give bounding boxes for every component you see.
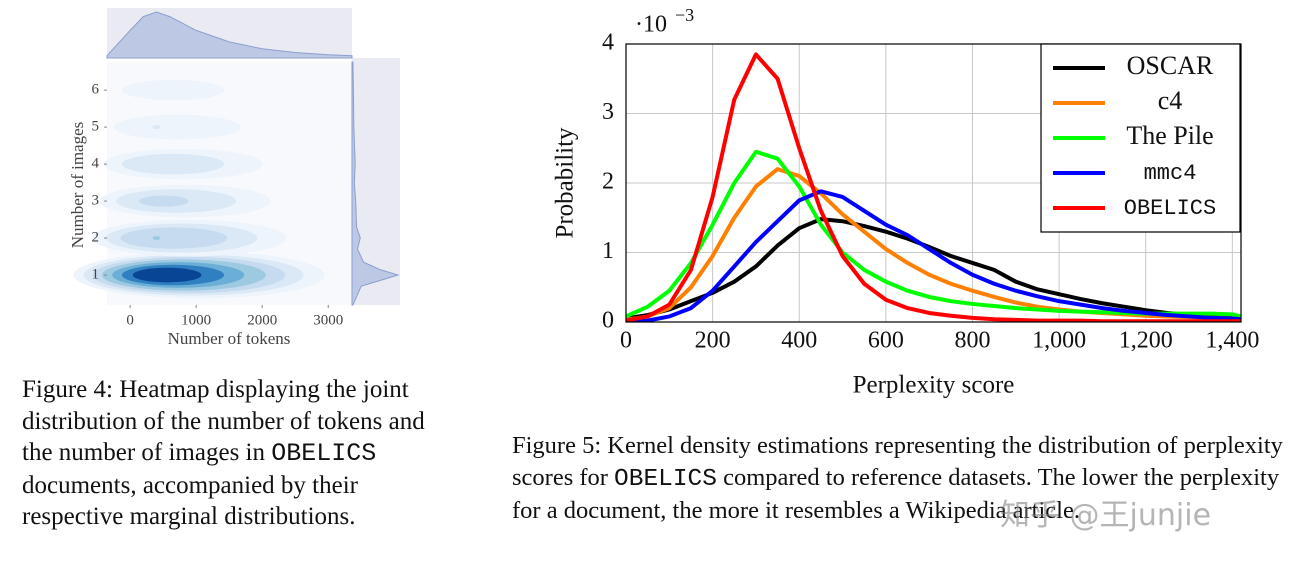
- y-tick-label: 6: [92, 82, 100, 98]
- y-tick-label: 2: [92, 229, 100, 245]
- density-contour: [152, 236, 161, 241]
- x-tick-label: 0: [620, 328, 632, 354]
- plot-frame: [625, 43, 1242, 323]
- density-contour: [120, 227, 228, 249]
- y-axis-label: Probability: [552, 127, 579, 239]
- legend-label: OBELICS: [1124, 196, 1216, 221]
- y-tick-label: 2: [602, 169, 614, 195]
- y-tick-label: 1: [92, 266, 100, 282]
- density-contour: [132, 267, 202, 283]
- y-axis-label: Number of images: [68, 122, 87, 249]
- y-tick-label: 1: [602, 238, 614, 264]
- series-line: [626, 167, 1241, 322]
- x-tick-label: 2000: [247, 312, 277, 328]
- x-tick-label: 3000: [313, 312, 343, 328]
- y-tick-label: 3: [602, 99, 614, 125]
- x-tick-label: 0: [126, 312, 134, 328]
- density-contour: [121, 153, 225, 175]
- x-tick-label: 200: [695, 328, 731, 354]
- caption-text: OBELICS: [271, 439, 377, 468]
- x-tick-label: 600: [868, 328, 904, 354]
- x-tick-label: 1,400: [1205, 328, 1259, 354]
- y-tick-label: 0: [602, 308, 614, 334]
- density-contour: [152, 125, 161, 130]
- x-tick-label: 1,200: [1119, 328, 1173, 354]
- x-tick-label: 1000: [181, 312, 211, 328]
- series-line: [626, 189, 1241, 322]
- x-tick-label: 400: [781, 328, 817, 354]
- x-tick-label: 800: [954, 328, 990, 354]
- legend-label: mmc4: [1144, 161, 1197, 186]
- y-marginal: [351, 61, 400, 306]
- y-tick-label: 4: [602, 30, 614, 56]
- y-tick-label: 5: [92, 119, 100, 135]
- caption-text: documents, accompanied by their respecti…: [22, 471, 358, 531]
- series-line: [626, 217, 1241, 321]
- watermark: 知乎 @王junjie: [1000, 498, 1212, 533]
- caption-text: OBELICS: [614, 465, 717, 493]
- caption-text: Figure 4: Heatmap displaying the joint d…: [22, 376, 425, 466]
- series-line: [626, 52, 1241, 322]
- legend-label: c4: [1158, 86, 1183, 115]
- caption-text: compared to reference datasets. The lowe…: [512, 463, 1280, 525]
- x-marginal: [106, 11, 353, 59]
- density-contour: [121, 79, 225, 101]
- density-contour: [113, 114, 241, 140]
- x-axis-label: Number of tokens: [168, 329, 291, 348]
- y-tick-label: 3: [92, 193, 100, 209]
- figure-5-caption: Figure 5: Kernel density estimations rep…: [512, 430, 1287, 527]
- legend-label: OSCAR: [1127, 51, 1214, 80]
- caption-text: Figure 5: Kernel density estimations rep…: [512, 432, 1283, 491]
- density-contour: [139, 195, 189, 207]
- figure-4-caption: Figure 4: Heatmap displaying the joint d…: [22, 374, 454, 533]
- legend-label: The Pile: [1126, 121, 1213, 150]
- x-tick-label: 1,000: [1032, 328, 1086, 354]
- y-multiplier-exponent: −3: [675, 5, 694, 25]
- y-tick-label: 4: [92, 156, 100, 172]
- x-axis-label: Perplexity score: [853, 372, 1015, 399]
- y-multiplier: ·10: [635, 12, 667, 38]
